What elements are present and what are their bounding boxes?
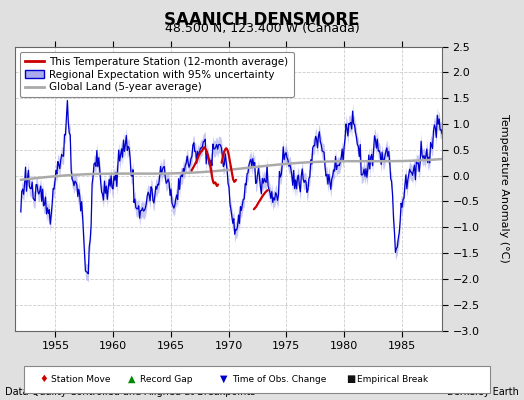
Y-axis label: Temperature Anomaly (°C): Temperature Anomaly (°C) bbox=[499, 114, 509, 263]
Text: Empirical Break: Empirical Break bbox=[357, 375, 429, 384]
Text: 48.500 N, 123.400 W (Canada): 48.500 N, 123.400 W (Canada) bbox=[165, 22, 359, 36]
Text: SAANICH DENSMORE: SAANICH DENSMORE bbox=[164, 11, 360, 29]
Text: ▼: ▼ bbox=[220, 374, 227, 384]
Text: Station Move: Station Move bbox=[51, 375, 111, 384]
Text: ■: ■ bbox=[346, 374, 355, 384]
Text: Time of Obs. Change: Time of Obs. Change bbox=[232, 375, 326, 384]
Text: Record Gap: Record Gap bbox=[140, 375, 192, 384]
Text: Data Quality Controlled and Aligned at Breakpoints: Data Quality Controlled and Aligned at B… bbox=[5, 387, 256, 397]
Text: ♦: ♦ bbox=[39, 374, 48, 384]
Text: Berkeley Earth: Berkeley Earth bbox=[447, 387, 519, 397]
Text: ▲: ▲ bbox=[128, 374, 136, 384]
Legend: This Temperature Station (12-month average), Regional Expectation with 95% uncer: This Temperature Station (12-month avera… bbox=[20, 52, 294, 97]
